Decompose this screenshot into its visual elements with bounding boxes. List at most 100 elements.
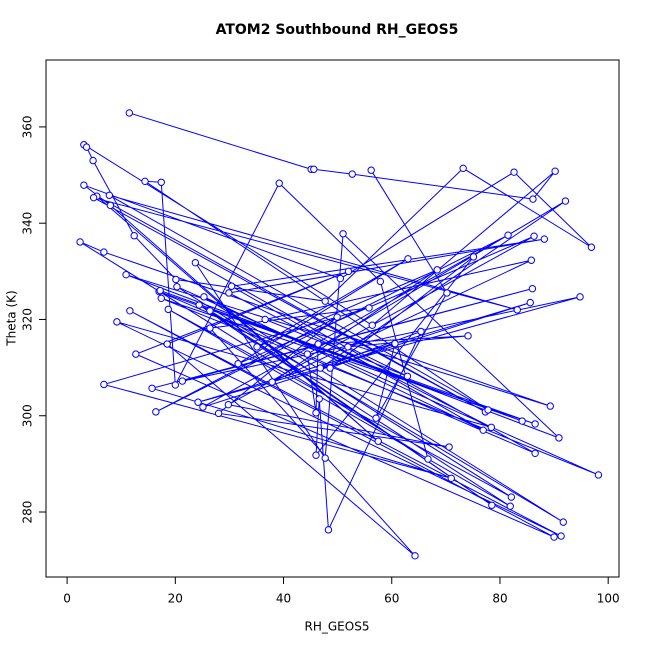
data-point: [504, 231, 512, 239]
y-tick-label: 280: [21, 501, 35, 524]
data-point: [253, 343, 261, 351]
data-point: [100, 248, 108, 256]
data-point: [374, 437, 382, 445]
data-point: [191, 258, 200, 267]
data-point: [417, 327, 425, 336]
data-point: [224, 400, 233, 409]
data-point: [234, 360, 242, 368]
data-point: [376, 277, 385, 286]
data-point: [555, 434, 563, 442]
data-point: [89, 156, 97, 165]
data-point: [484, 406, 492, 414]
data-point: [443, 289, 451, 297]
x-axis-label: RH_GEOS5: [305, 620, 370, 634]
data-point: [125, 109, 134, 117]
x-tick-label: 80: [492, 592, 507, 606]
data-point: [100, 380, 108, 389]
data-point: [513, 306, 521, 314]
data-point: [312, 409, 320, 417]
data-point: [89, 193, 98, 202]
data-point: [164, 305, 172, 314]
data-point: [339, 230, 347, 238]
data-point: [157, 294, 165, 302]
x-tick-label: 40: [276, 592, 291, 606]
data-point: [530, 232, 538, 240]
data-point: [469, 253, 478, 261]
data-point: [130, 232, 138, 240]
data-point: [348, 170, 356, 178]
data-point: [275, 179, 283, 187]
data-point: [324, 526, 333, 534]
data-point: [529, 195, 537, 203]
data-point: [464, 332, 472, 340]
data-point: [479, 426, 487, 434]
data-point: [507, 493, 516, 501]
data-point: [200, 293, 208, 301]
data-point: [194, 398, 202, 406]
data-point: [171, 381, 180, 389]
data-point: [261, 315, 269, 324]
data-point: [206, 324, 214, 332]
data-point: [122, 270, 130, 279]
data-point: [214, 409, 223, 418]
data-point: [559, 518, 567, 526]
x-tick-label: 100: [597, 592, 620, 606]
data-point: [321, 454, 329, 462]
x-tick-label: 20: [168, 592, 183, 606]
data-point: [404, 255, 412, 263]
data-point: [546, 402, 554, 410]
data-point: [411, 552, 419, 560]
data-point: [344, 343, 352, 351]
data-point: [551, 167, 559, 175]
data-point: [76, 238, 84, 246]
data-point: [391, 339, 399, 348]
data-point: [157, 178, 165, 186]
data-point: [172, 275, 180, 284]
data-point: [433, 266, 441, 274]
x-tick-label: 0: [63, 592, 71, 606]
data-point: [113, 318, 121, 326]
data-point: [510, 168, 518, 176]
data-point: [550, 533, 558, 541]
y-tick-label: 300: [21, 404, 35, 427]
y-axis-label: Theta (K): [5, 290, 19, 346]
data-point: [316, 364, 325, 372]
data-point: [518, 417, 526, 425]
data-point: [148, 384, 156, 392]
data-point: [132, 350, 140, 358]
data-point: [156, 286, 164, 295]
data-line: [79, 112, 599, 557]
data-point: [312, 451, 320, 459]
data-point: [459, 164, 467, 173]
y-tick-label: 340: [21, 212, 35, 235]
data-point: [526, 298, 534, 307]
data-point: [594, 471, 603, 479]
data-point: [561, 197, 570, 205]
data-point: [195, 301, 203, 309]
chart-title: ATOM2 Southbound RH_GEOS5: [216, 22, 459, 38]
data-point: [367, 166, 375, 174]
data-point: [310, 165, 318, 173]
y-tick-label: 360: [21, 115, 35, 138]
data-point: [227, 282, 236, 290]
data-point: [268, 378, 276, 386]
data-point: [314, 340, 322, 348]
data-point: [163, 340, 171, 348]
data-point: [321, 297, 329, 305]
data-point: [106, 201, 115, 210]
data-point: [487, 423, 496, 431]
data-point: [152, 408, 160, 416]
data-point: [105, 191, 114, 199]
x-tick-label: 60: [384, 592, 399, 606]
data-point: [206, 307, 214, 315]
data-point: [527, 256, 536, 264]
data-point: [531, 449, 539, 457]
data-point: [488, 501, 496, 509]
data-point: [447, 474, 455, 483]
data-point: [225, 289, 233, 297]
data-point: [315, 395, 323, 403]
data-point: [333, 313, 341, 321]
data-point: [528, 284, 537, 293]
data-point: [344, 267, 353, 276]
data-point: [326, 364, 334, 372]
